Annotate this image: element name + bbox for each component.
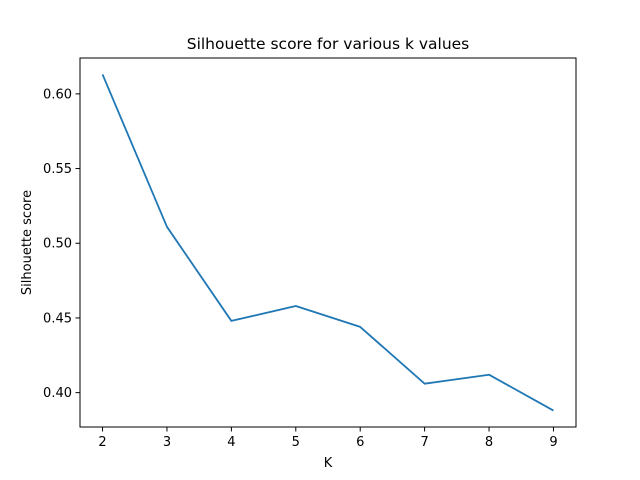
x-tick-label: 7 <box>420 435 428 450</box>
x-tick-label: 6 <box>356 435 364 450</box>
x-tick-label: 8 <box>485 435 493 450</box>
plot-frame <box>79 57 577 428</box>
plot-area: 2 3 4 5 6 7 8 9 0.40 0.45 0.50 0.55 0.60 <box>43 74 558 450</box>
silhouette-series-line <box>101 74 554 412</box>
x-tick-label: 3 <box>163 435 171 450</box>
y-tick-label: 0.45 <box>43 311 72 326</box>
y-tick-label: 0.40 <box>43 386 72 401</box>
y-axis-title: Silhouette score <box>20 190 35 295</box>
y-tick-label: 0.50 <box>43 237 72 252</box>
y-tick-label: 0.60 <box>43 87 72 102</box>
y-tick-label: 0.55 <box>43 162 72 177</box>
chart-title: Silhouette score for various k values <box>187 35 470 53</box>
x-tick-label: 9 <box>549 435 557 450</box>
x-axis-title: K <box>324 456 333 471</box>
x-tick-label: 2 <box>98 435 106 450</box>
x-tick-label: 5 <box>292 435 300 450</box>
x-tick-label: 4 <box>227 435 235 450</box>
